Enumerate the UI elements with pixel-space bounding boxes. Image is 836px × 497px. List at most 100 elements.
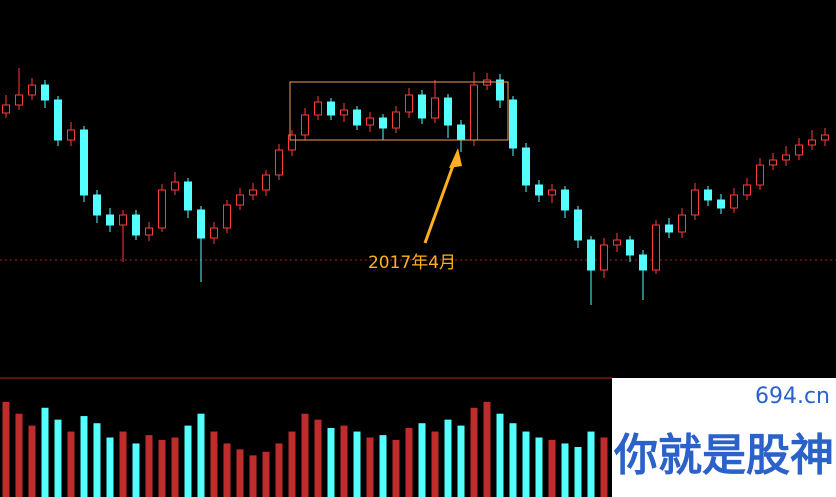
volume-bar: [353, 431, 361, 497]
volume-bar: [483, 401, 491, 497]
volume-bar: [301, 413, 309, 497]
volume-bar: [15, 413, 23, 497]
volume-bar: [314, 419, 322, 497]
candle-body: [587, 239, 595, 271]
highlight-box: [289, 81, 509, 141]
volume-bar: [535, 437, 543, 497]
volume-bar: [28, 425, 36, 497]
candle-body: [457, 124, 465, 141]
candle-body: [301, 114, 309, 136]
candle-body: [548, 189, 556, 196]
candle-body: [379, 117, 387, 129]
candle-body: [132, 214, 140, 236]
candle-body: [197, 209, 205, 239]
volume-bar: [262, 451, 270, 497]
volume-bar: [509, 423, 517, 497]
volume-bar: [548, 439, 556, 497]
volume-bar: [249, 455, 257, 497]
volume-bar: [327, 427, 335, 497]
candle-body: [275, 149, 283, 176]
candle-body: [639, 254, 647, 271]
candle-body: [249, 189, 257, 196]
arrow-shaft: [423, 159, 457, 244]
candle-body: [613, 239, 621, 246]
candle-body: [119, 214, 127, 226]
volume-bar: [574, 447, 582, 497]
volume-bar: [496, 413, 504, 497]
candle-body: [444, 97, 452, 126]
candle-body: [431, 97, 439, 119]
candle-body: [769, 159, 777, 166]
volume-bar: [405, 427, 413, 497]
candle-body: [41, 84, 49, 101]
watermark-box: [612, 378, 836, 497]
candle-body: [262, 174, 270, 191]
candle-body: [67, 129, 75, 141]
volume-bar: [132, 443, 140, 497]
candle-body: [821, 134, 829, 141]
volume-bar: [340, 425, 348, 497]
volume-bar: [288, 431, 296, 497]
candle-body: [392, 111, 400, 129]
volume-bar: [600, 437, 608, 497]
volume-bar: [470, 407, 478, 497]
watermark-slogan: 你就是股神: [613, 430, 834, 481]
candle-body: [730, 194, 738, 209]
candle-body: [210, 227, 218, 239]
candle-body: [509, 99, 517, 149]
candle-body: [288, 134, 296, 151]
candle-body: [158, 189, 166, 229]
candle-body: [2, 104, 10, 114]
candle-body: [652, 224, 660, 271]
candle-body: [717, 199, 725, 209]
candle-body: [704, 189, 712, 201]
volume-bar: [158, 439, 166, 497]
candle-body: [80, 129, 88, 196]
candle-body: [678, 214, 686, 233]
candle-body: [327, 101, 335, 116]
volume-bar: [366, 437, 374, 497]
volume-bar: [561, 443, 569, 497]
volume-bar: [223, 443, 231, 497]
candle-body: [54, 99, 62, 141]
candle-body: [496, 79, 504, 101]
candle-body: [626, 239, 634, 256]
candle-body: [756, 164, 764, 186]
candle-body: [574, 209, 582, 241]
candle-body: [145, 227, 153, 236]
volume-bar: [145, 435, 153, 497]
price-panel: [0, 68, 836, 305]
volume-bar: [41, 407, 49, 497]
candle-body: [93, 194, 101, 216]
volume-bar: [106, 437, 114, 497]
volume-bar: [392, 439, 400, 497]
candle-body: [743, 184, 751, 196]
volume-bar: [379, 435, 387, 497]
volume-bar: [431, 431, 439, 497]
arrow-head: [449, 148, 462, 168]
candle-body: [353, 109, 361, 126]
volume-bar: [457, 425, 465, 497]
volume-bar: [275, 443, 283, 497]
volume-bar: [2, 401, 10, 497]
candle-body: [561, 189, 569, 211]
candle-body: [522, 147, 530, 186]
candle-body: [236, 194, 244, 206]
candle-body: [782, 154, 790, 161]
candle-body: [184, 181, 192, 211]
volume-bar: [67, 431, 75, 497]
candle-body: [418, 94, 426, 119]
volume-bar: [522, 431, 530, 497]
candle-body: [600, 244, 608, 271]
candle-body: [405, 94, 413, 113]
candle-body: [15, 94, 23, 106]
volume-bar: [587, 431, 595, 497]
volume-bar: [80, 416, 88, 497]
watermark-site: 694.cn: [755, 384, 830, 409]
candle-body: [106, 214, 114, 226]
candle-body: [691, 189, 699, 216]
candle-body: [535, 184, 543, 196]
volume-bar: [54, 419, 62, 497]
